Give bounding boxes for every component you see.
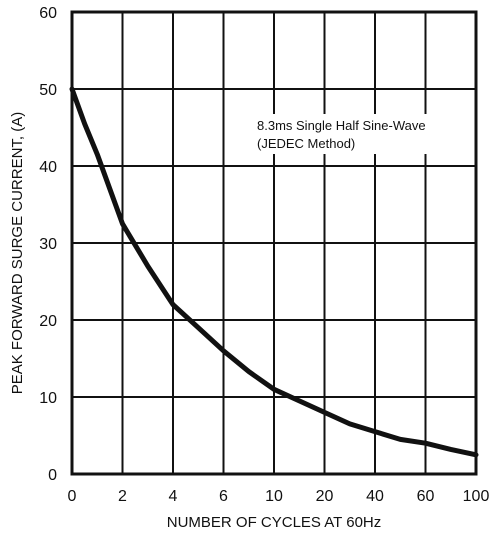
annotation-background xyxy=(251,114,449,154)
x-tick-label: 6 xyxy=(219,488,228,505)
x-tick-label: 40 xyxy=(366,488,384,505)
x-tick-labels: 0 2 4 6 10 20 40 60 100 xyxy=(68,488,490,505)
y-tick-labels: 0 10 20 30 40 50 60 xyxy=(39,5,57,484)
y-tick-label: 30 xyxy=(39,236,57,253)
x-tick-label: 20 xyxy=(316,488,334,505)
y-tick-label: 0 xyxy=(48,467,57,484)
annotation-line-1: 8.3ms Single Half Sine-Wave xyxy=(257,118,426,133)
x-tick-label: 0 xyxy=(68,488,77,505)
y-axis-label: PEAK FORWARD SURGE CURRENT, (A) xyxy=(9,112,26,395)
x-tick-label: 60 xyxy=(417,488,435,505)
x-tick-label: 4 xyxy=(169,488,178,505)
x-axis-label: NUMBER OF CYCLES AT 60Hz xyxy=(167,514,382,531)
x-tick-label: 2 xyxy=(118,488,127,505)
surge-current-curve xyxy=(69,86,479,458)
y-tick-label: 40 xyxy=(39,159,57,176)
y-tick-label: 20 xyxy=(39,313,57,330)
x-tick-label: 10 xyxy=(265,488,283,505)
y-tick-label: 10 xyxy=(39,390,57,407)
grid-lines xyxy=(72,12,476,474)
y-tick-label: 60 xyxy=(39,5,57,22)
y-tick-label: 50 xyxy=(39,82,57,99)
annotation-line-2: (JEDEC Method) xyxy=(257,136,355,151)
plot-frame xyxy=(70,10,478,476)
x-tick-label: 100 xyxy=(463,488,490,505)
